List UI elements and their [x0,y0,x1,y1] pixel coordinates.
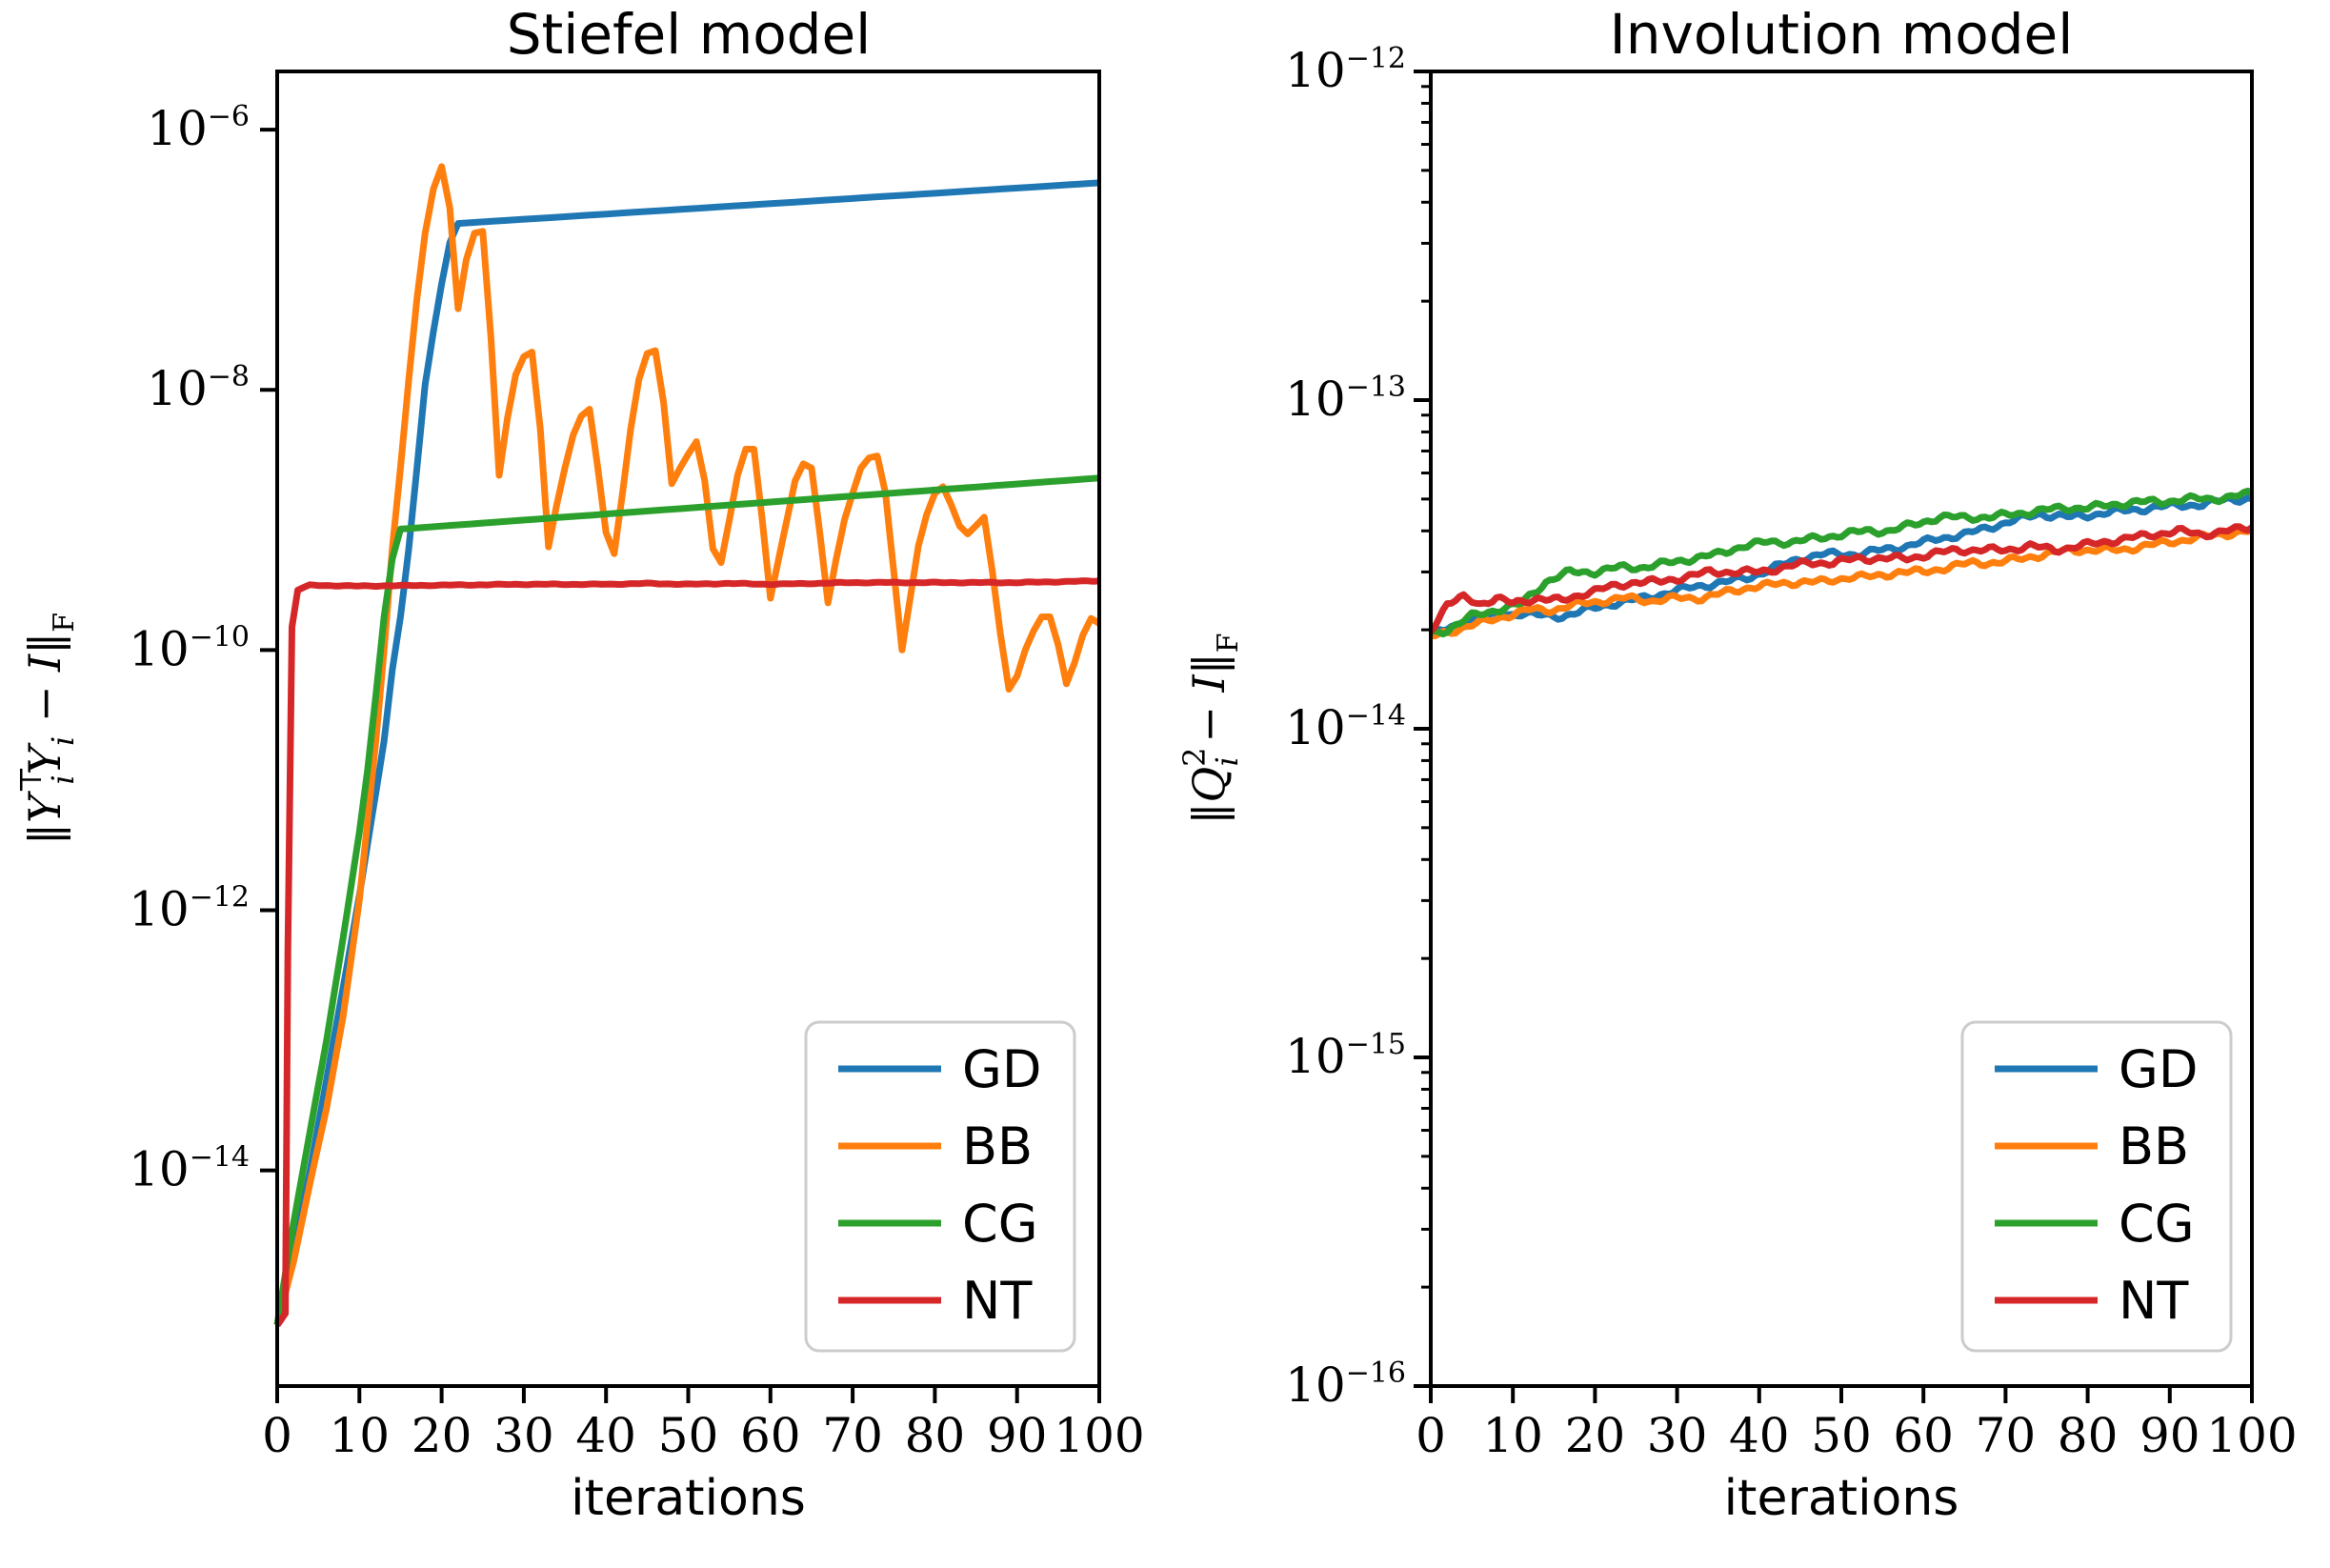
panel-title: Stiefel model [507,2,872,67]
y-axis-minor-ticks [1421,85,1431,1289]
x-tick-label: 40 [1729,1408,1790,1463]
y-tick-label: 10−15 [1285,1028,1406,1084]
x-tick-label: 40 [575,1408,636,1463]
y-tick-label: 10−13 [1285,371,1406,427]
x-tick-label: 0 [1416,1408,1446,1463]
x-tick-label: 90 [987,1408,1048,1463]
y-axis-label: ‖Y⊤iYi − I‖F [12,613,81,845]
line-BB-stiefel [273,163,1101,1326]
x-tick-label: 80 [2058,1408,2119,1463]
line-NT-stiefel [274,577,1100,1328]
x-tick-label: 90 [2139,1408,2200,1463]
legend-entry-BB: BB [838,1116,1033,1176]
legend-label-CG: CG [962,1194,1038,1254]
x-tick-label: 30 [493,1408,554,1463]
line-BB-involution [1430,527,2253,640]
x-tick-label: 70 [822,1408,883,1463]
legend-entry-GD: GD [1995,1039,2198,1099]
legend-entry-CG: CG [1995,1194,2195,1254]
line-NT-involution [1428,523,2255,634]
legend: GD BB CG NT [804,1020,1076,1353]
legend-entry-GD: GD [838,1039,1041,1099]
y-axis-label: ‖Q2i − I‖F [1176,633,1245,824]
panel-title: Involution model [1610,2,2074,67]
legend-entry-NT: NT [838,1271,1033,1331]
x-tick-label: 50 [658,1408,719,1463]
line-CG-stiefel [273,474,1100,1326]
x-axis-ticks: 0 10 20 30 40 50 60 70 80 90 100 [262,1386,1145,1463]
legend-entry-NT: NT [1995,1271,2189,1331]
x-axis-ticks: 0 10 20 30 40 50 60 70 80 90 100 [1416,1386,2298,1463]
legend-label-BB: BB [2119,1116,2189,1176]
legend-label-CG: CG [2119,1194,2195,1254]
x-tick-label: 60 [740,1408,801,1463]
x-axis-label: iterations [571,1470,806,1527]
legend-box [804,1020,1076,1353]
y-tick-label: 10−6 [147,100,250,156]
x-tick-label: 20 [1565,1408,1626,1463]
y-tick-label: 10−14 [1285,699,1406,755]
x-tick-label: 0 [262,1408,292,1463]
panel-involution: 10−12 10−13 10−14 10−15 10−160 10 20 30 40 50 60 70… [1176,2,2298,1527]
legend-label-BB: BB [962,1116,1033,1176]
legend-label-GD: GD [962,1039,1041,1099]
panel-stiefel: 10−6 10−8 10−10 10−12 10−14 0 10 20 30 40 50 60 70 80… [12,2,1145,1527]
x-tick-label: 100 [1054,1408,1144,1463]
y-tick-label: 10−14 [129,1141,250,1197]
y-tick-label: 10−8 [147,360,250,416]
x-tick-label: 70 [1976,1408,2037,1463]
y-axis-ticks: 10−6 10−8 10−10 10−12 10−14 [129,100,277,1197]
y-axis-ticks: 10−12 10−13 10−14 10−15 10−16 [1285,42,1431,1413]
x-tick-label: 30 [1647,1408,1708,1463]
x-axis-label: iterations [1724,1470,1959,1527]
y-tick-label: 10−12 [129,880,250,936]
y-tick-label: 10−10 [129,620,250,676]
legend-entry-CG: CG [838,1194,1038,1254]
x-tick-label: 10 [329,1408,390,1463]
x-tick-label: 10 [1482,1408,1543,1463]
legend-label-NT: NT [962,1271,1033,1331]
x-tick-label: 50 [1811,1408,1872,1463]
y-tick-label: 10−16 [1285,1357,1406,1413]
y-tick-label: 10−12 [1285,42,1406,98]
line-CG-involution [1429,487,2254,638]
x-tick-label: 60 [1893,1408,1954,1463]
legend-entry-BB: BB [1995,1116,2189,1176]
x-tick-label: 20 [412,1408,472,1463]
x-tick-label: 80 [905,1408,966,1463]
legend-label-GD: GD [2119,1039,2198,1099]
legend: GD BB CG NT [1960,1020,2233,1353]
legend-label-NT: NT [2119,1271,2189,1331]
x-tick-label: 100 [2206,1408,2297,1463]
legend-box [1960,1020,2233,1353]
